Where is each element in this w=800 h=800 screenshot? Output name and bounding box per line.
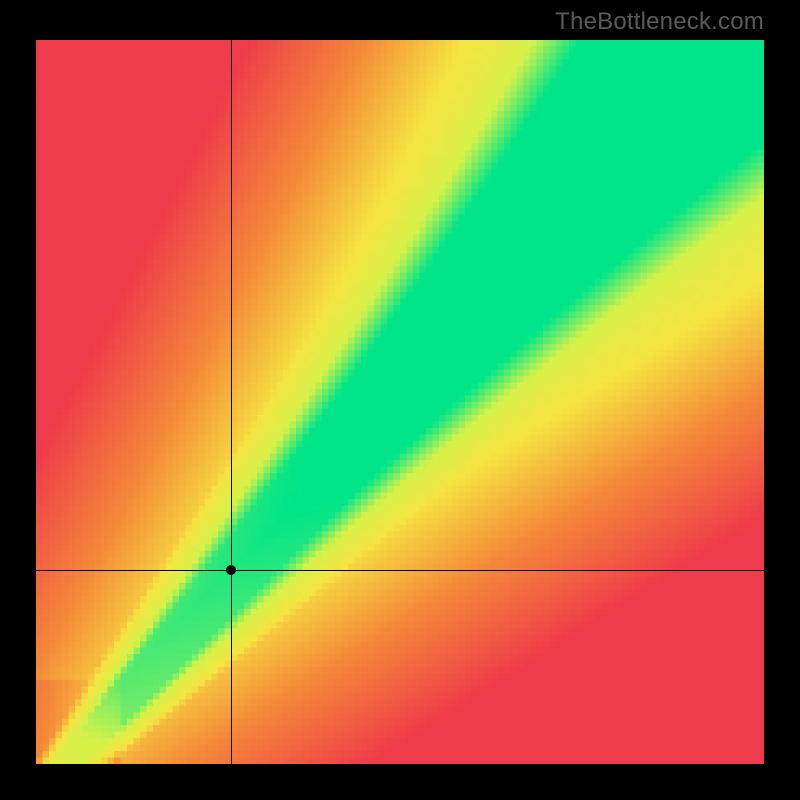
watermark-text: TheBottleneck.com [555,8,764,36]
crosshair-horizontal [36,570,764,571]
heatmap-plot [36,40,764,764]
heatmap-canvas [36,40,764,764]
crosshair-marker [226,565,236,575]
chart-frame: TheBottleneck.com [0,0,800,800]
crosshair-vertical [231,40,232,764]
